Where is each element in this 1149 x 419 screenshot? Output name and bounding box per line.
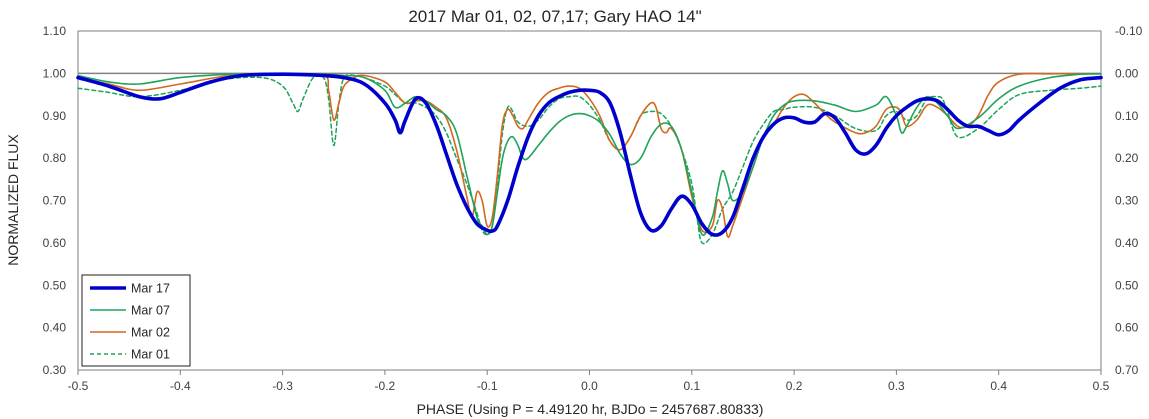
legend-label: Mar 07	[131, 304, 170, 318]
x-tick-label: 0.5	[1093, 379, 1110, 393]
y2-tick-label: 0.10	[1115, 109, 1139, 123]
series-group	[76, 72, 1103, 245]
legend-box	[81, 274, 191, 367]
y-tick-label: 0.40	[43, 321, 67, 335]
y2-tick-label: 0.50	[1115, 278, 1139, 292]
chart-title: 2017 Mar 01, 02, 07,17; Gary HAO 14"	[408, 7, 701, 26]
series-line-mar-17	[76, 72, 1103, 237]
legend-label: Mar 01	[131, 348, 170, 362]
y-tick-label: 0.70	[43, 194, 67, 208]
x-tick-label: -0.5	[68, 379, 89, 393]
legend-label: Mar 17	[131, 282, 170, 296]
x-tick-label: -0.4	[170, 379, 191, 393]
x-axis-title: PHASE (Using P = 4.49120 hr, BJDo = 2457…	[417, 401, 764, 417]
y2-tick-label: 0.00	[1115, 66, 1139, 80]
y-tick-label: 0.30	[43, 363, 67, 377]
y-tick-label: 0.90	[43, 109, 67, 123]
y2-tick-label: 0.20	[1115, 151, 1139, 165]
legend-label: Mar 02	[131, 326, 170, 340]
x-tick-label: -0.2	[375, 379, 396, 393]
y-tick-label: 0.50	[43, 278, 67, 292]
y2-tick-label: -0.10	[1115, 24, 1143, 38]
series-line-mar-01	[77, 74, 1102, 245]
x-axis-ticks: -0.5 -0.4 -0.3 -0.2 -0.1 0.0 0.1 0.2 0.3 0.4 0.5	[68, 370, 1110, 393]
x-tick-label: 0.4	[990, 379, 1007, 393]
x-tick-label: 0.3	[888, 379, 905, 393]
y-tick-label: 1.10	[43, 24, 67, 38]
x-tick-label: -0.1	[477, 379, 498, 393]
series-line-mar-02	[77, 72, 1102, 238]
y-tick-label: 0.80	[43, 151, 67, 165]
x-tick-label: 0.1	[683, 379, 700, 393]
y2-tick-label: 0.40	[1115, 236, 1139, 250]
y2-tick-label: 0.60	[1115, 321, 1139, 335]
x-tick-label: 0.0	[581, 379, 598, 393]
y2-tick-label: 0.30	[1115, 194, 1139, 208]
y-axis-ticks: 0.30 0.40 0.50 0.60 0.70 0.80 0.90 1.00 1.10	[43, 24, 67, 377]
legend: Mar 17 Mar 07 Mar 02 Mar 01	[81, 274, 191, 367]
y-tick-label: 1.00	[43, 66, 67, 80]
y-axis-title: NORMALIZED FLUX	[5, 134, 21, 266]
y2-axis-ticks: 0.70 0.60 0.50 0.40 0.30 0.20 0.10 0.00 -0.10	[1115, 24, 1143, 377]
y-tick-label: 0.60	[43, 236, 67, 250]
y2-tick-label: 0.70	[1115, 363, 1139, 377]
x-tick-label: 0.2	[786, 379, 803, 393]
x-tick-label: -0.3	[272, 379, 293, 393]
